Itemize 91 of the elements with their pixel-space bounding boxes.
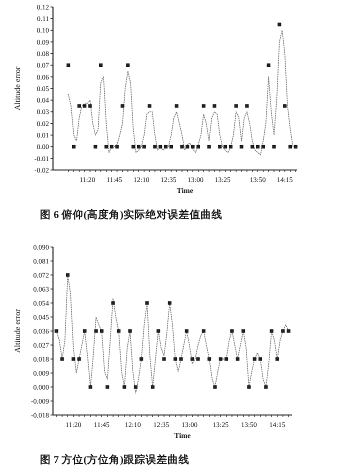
point bbox=[99, 63, 103, 68]
point bbox=[196, 357, 200, 361]
point bbox=[94, 329, 98, 333]
point bbox=[272, 144, 276, 149]
point bbox=[72, 357, 76, 361]
point bbox=[148, 104, 152, 108]
point bbox=[208, 357, 212, 361]
point bbox=[162, 357, 166, 361]
point bbox=[218, 144, 222, 149]
point bbox=[54, 329, 58, 333]
point bbox=[264, 385, 268, 389]
point bbox=[153, 144, 157, 149]
point bbox=[88, 385, 92, 389]
point bbox=[196, 144, 200, 149]
point bbox=[169, 144, 173, 149]
point bbox=[275, 357, 280, 361]
point bbox=[100, 329, 104, 333]
point bbox=[288, 144, 292, 149]
point bbox=[213, 385, 217, 389]
point bbox=[261, 144, 265, 149]
point bbox=[218, 357, 222, 361]
point bbox=[234, 104, 238, 108]
point bbox=[179, 357, 183, 361]
point bbox=[131, 144, 136, 149]
point bbox=[190, 357, 194, 361]
point bbox=[223, 144, 228, 149]
point bbox=[156, 329, 160, 333]
line-series bbox=[56, 274, 290, 394]
point bbox=[250, 144, 254, 149]
point bbox=[266, 63, 270, 68]
point bbox=[180, 144, 184, 149]
point bbox=[236, 357, 240, 361]
point bbox=[140, 357, 144, 361]
point bbox=[60, 357, 64, 361]
point bbox=[256, 144, 260, 149]
point bbox=[164, 144, 168, 149]
point bbox=[286, 329, 290, 333]
point bbox=[158, 144, 162, 149]
point bbox=[184, 329, 188, 333]
point bbox=[116, 329, 121, 333]
point bbox=[191, 144, 195, 149]
point bbox=[136, 144, 141, 149]
point bbox=[122, 385, 126, 389]
point bbox=[245, 104, 249, 108]
point bbox=[150, 385, 154, 389]
point bbox=[77, 104, 81, 108]
point bbox=[252, 357, 256, 361]
point bbox=[202, 329, 206, 333]
point bbox=[247, 385, 251, 389]
point bbox=[77, 357, 81, 361]
point bbox=[186, 144, 190, 149]
point bbox=[224, 357, 228, 361]
point bbox=[82, 104, 86, 108]
point bbox=[294, 144, 298, 149]
point bbox=[281, 329, 285, 333]
point bbox=[110, 144, 114, 149]
point bbox=[72, 144, 76, 149]
point bbox=[111, 301, 115, 305]
point bbox=[270, 329, 274, 333]
point bbox=[128, 329, 132, 333]
point bbox=[66, 273, 70, 277]
point bbox=[115, 144, 119, 149]
point bbox=[120, 104, 124, 108]
point bbox=[258, 357, 262, 361]
point bbox=[82, 329, 87, 333]
point bbox=[106, 385, 110, 389]
caption: 图 7 方位(方位角)跟踪误差曲线 bbox=[40, 453, 190, 466]
point bbox=[126, 63, 130, 68]
point bbox=[212, 104, 216, 108]
point bbox=[142, 144, 146, 149]
line-series bbox=[68, 30, 296, 156]
point bbox=[241, 329, 246, 333]
point bbox=[134, 385, 138, 389]
point bbox=[283, 104, 287, 108]
point bbox=[88, 104, 92, 108]
point bbox=[168, 301, 172, 305]
point bbox=[240, 144, 244, 149]
point bbox=[228, 144, 233, 149]
point bbox=[94, 144, 98, 149]
point bbox=[230, 329, 234, 333]
point bbox=[104, 144, 108, 149]
point bbox=[174, 357, 178, 361]
point bbox=[278, 22, 282, 26]
point bbox=[145, 301, 149, 305]
point bbox=[207, 144, 211, 149]
caption: 图 6 俯仰(高度角)实际绝对误差值曲线 bbox=[40, 208, 222, 221]
y-axis-title: Altitude error bbox=[13, 308, 22, 353]
point bbox=[202, 104, 206, 108]
point bbox=[66, 63, 70, 68]
point bbox=[174, 104, 178, 108]
y-axis-title: Altitude error bbox=[13, 66, 22, 110]
